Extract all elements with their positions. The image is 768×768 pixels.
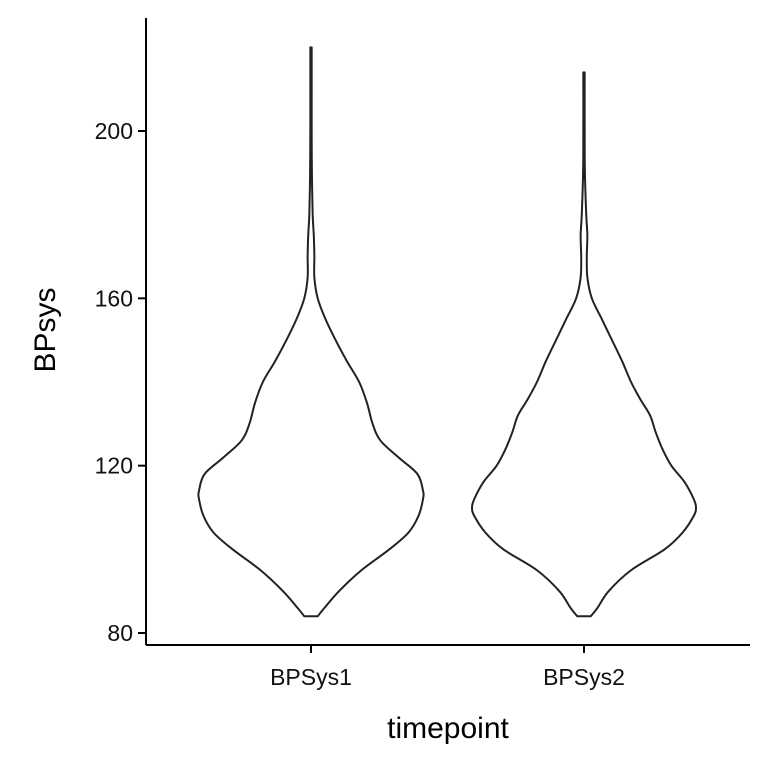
y-ticks: 80 120 160 200 (95, 118, 146, 646)
y-tick-label: 80 (107, 620, 133, 646)
violin-bpsys2 (471, 71, 697, 618)
x-tick-label: BPSys1 (270, 664, 352, 690)
axes (145, 18, 750, 646)
y-tick-label: 120 (95, 453, 133, 479)
violin-bpsys1 (197, 46, 425, 618)
y-tick-label: 200 (95, 118, 133, 144)
y-tick-label: 160 (95, 285, 133, 311)
x-tick-label: BPSys2 (543, 664, 625, 690)
x-ticks: BPSys1 BPSys2 (270, 645, 625, 690)
y-axis-title: BPsys (29, 287, 62, 372)
violin-group (197, 46, 697, 618)
x-axis-title: timepoint (387, 712, 509, 745)
